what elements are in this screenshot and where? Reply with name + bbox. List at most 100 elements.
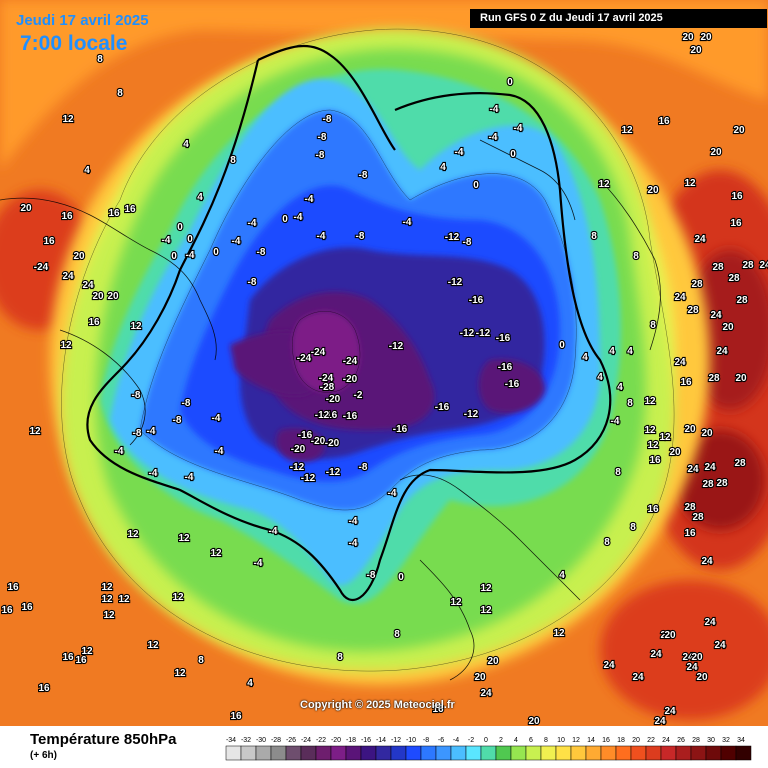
temperature-label: -4 [269, 526, 278, 537]
temperature-label: -16 [435, 402, 450, 413]
temperature-label: -4 [149, 468, 158, 479]
isotherm-thin-lines [61, 28, 675, 672]
temperature-label: 28 [692, 512, 704, 523]
temperature-label: -8 [132, 390, 141, 401]
temperature-labels: 20 20208-8-8-4-4-4124884-8-800-4401216202… [0, 31, 768, 726]
temperature-label: -4 [514, 123, 523, 134]
temperature-label: 8 [230, 155, 236, 166]
temperature-label: 16 [108, 208, 120, 219]
temperature-label: 20 [722, 322, 734, 333]
temperature-label: 24 [480, 688, 492, 699]
temperature-label: 12 [450, 597, 462, 608]
temperature-label: -4 [115, 446, 124, 457]
temperature-label: -20 [326, 394, 341, 405]
temperature-label: 28 [691, 279, 703, 290]
temperature-field [0, 0, 768, 726]
scale-swatch [465, 745, 482, 761]
temperature-label: 20 [73, 251, 85, 262]
temperature-label: -4 [185, 472, 194, 483]
temperature-label: 8 [97, 54, 103, 65]
temperature-label: 4 [559, 570, 565, 581]
temperature-label: 28 [702, 479, 714, 490]
temperature-label: 28 [734, 458, 746, 469]
scale-swatch [495, 745, 512, 761]
scale-tick-label: 2 [499, 737, 503, 744]
scale-swatch [420, 745, 437, 761]
scale-tick-label: 26 [677, 737, 685, 744]
scale-tick-label: -12 [391, 737, 401, 744]
temperature-label: 12 [127, 529, 139, 540]
temperature-label: 20 [20, 203, 32, 214]
temperature-label: -12 [301, 473, 316, 484]
temperature-label: -8 [359, 462, 368, 473]
scale-tick-label: 24 [662, 737, 670, 744]
temperature-label: -4 [212, 413, 221, 424]
temperature-label: -4 [294, 212, 303, 223]
scale-swatch [675, 745, 692, 761]
temperature-label: 4 [183, 139, 189, 150]
temperature-label: 12 [29, 426, 41, 437]
scale-swatch [525, 745, 542, 761]
temperature-label: 0 [398, 572, 404, 583]
temperature-label: 24 [687, 464, 699, 475]
temperature-label: -4 [489, 132, 498, 143]
scale-swatch [645, 745, 662, 761]
temperature-label: 16 [124, 204, 136, 215]
temperature-label: -4 [186, 250, 195, 261]
scale-tick-label: 12 [572, 737, 580, 744]
scale-swatch [225, 745, 242, 761]
temperature-label: 12 [480, 583, 492, 594]
temperature-label: 20 [669, 447, 681, 458]
temperature-label: 12 [60, 340, 72, 351]
temperature-label: 24 [654, 716, 666, 726]
temperature-label: 16 [43, 236, 55, 247]
scale-swatch [345, 745, 362, 761]
scale-swatch [630, 745, 647, 761]
temperature-label: 24 [686, 662, 698, 673]
temperature-label: -12 [476, 328, 491, 339]
temperature-label: -20 [343, 374, 358, 385]
temperature-label: 8 [627, 398, 633, 409]
temperature-label: -12 [448, 277, 463, 288]
temperature-label: 8 [650, 320, 656, 331]
temperature-label: 4 [197, 192, 203, 203]
temperature-label: -4 [254, 558, 263, 569]
temperature-label: -12 [389, 341, 404, 352]
temperature-label: 12 [81, 646, 93, 657]
temperature-label: -4 [305, 194, 314, 205]
scale-swatch [480, 745, 497, 761]
temperature-label: 16 [684, 528, 696, 539]
temperature-label: -12 [315, 410, 330, 421]
temperature-label: 16 [75, 655, 87, 666]
temperature-label: -16 [496, 333, 511, 344]
temperature-label: -2 [354, 390, 363, 401]
temperature-label: 24 [603, 660, 615, 671]
scale-tick-label: -34 [226, 737, 236, 744]
temperature-label: 12 [621, 125, 633, 136]
temperature-label: 0 [473, 180, 479, 191]
temperature-label: -8 [318, 132, 327, 143]
temperature-label: -4 [349, 538, 358, 549]
temperature-label: 8 [604, 537, 610, 548]
temperature-label: 20 [107, 291, 119, 302]
temperature-label: -16 [393, 424, 408, 435]
temperature-label: 12 [174, 668, 186, 679]
temperature-label: 20 [487, 656, 499, 667]
temperature-label: 16 [1, 605, 13, 616]
temperature-label: 0 [213, 247, 219, 258]
temperature-label: 12 [103, 610, 115, 621]
temperature-label: 24 [650, 649, 662, 660]
scale-tick-label: -26 [286, 737, 296, 744]
temperature-label: -8 [133, 428, 142, 439]
temperature-label: 12 [659, 432, 671, 443]
temperature-label: 16 [730, 218, 742, 229]
scale-tick-label: -30 [256, 737, 266, 744]
scale-tick-label: 14 [587, 737, 595, 744]
temperature-label: 16 [658, 116, 670, 127]
parameter-title: Température 850hPa [30, 731, 177, 748]
temperature-label: 12 [684, 178, 696, 189]
temperature-label: 24 [632, 672, 644, 683]
scale-swatch [405, 745, 422, 761]
temperature-label: -20 [325, 438, 340, 449]
scale-tick-label: 28 [692, 737, 700, 744]
